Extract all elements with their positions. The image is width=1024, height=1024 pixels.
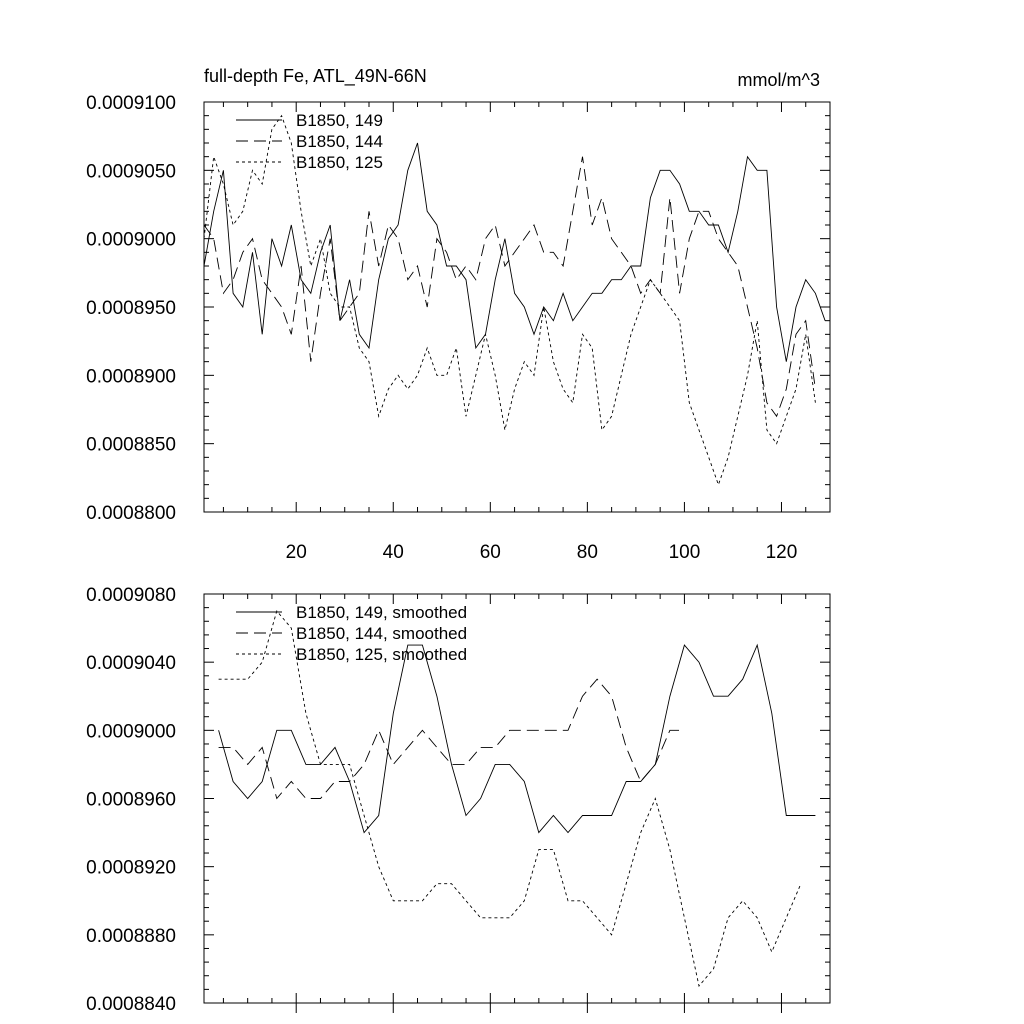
panel2-y-tick-label: 0.0009000 <box>86 721 176 742</box>
panel1-legend-label: B1850, 149 <box>296 111 383 130</box>
panel1-legend-label: B1850, 144 <box>296 132 383 151</box>
panel1-series-line-1 <box>203 142 826 362</box>
panel1-y-tick-label: 0.0008850 <box>86 435 176 456</box>
panel1-x-tick-label: 60 <box>480 542 501 563</box>
panel1-legend-label: B1850, 125 <box>296 153 383 172</box>
panel2-y-tick-label: 0.0008880 <box>86 926 176 947</box>
panel1-y-tick-label: 0.0008950 <box>86 298 176 319</box>
panel2-series-line-1 <box>218 643 816 834</box>
panel1-y-tick-label: 0.0009000 <box>86 230 176 251</box>
panel1-x-tick-label: 20 <box>286 542 307 563</box>
panel1-series-line-2 <box>203 156 816 418</box>
panel1-x-tick-label: 40 <box>383 542 404 563</box>
panel2-legend-label: B1850, 125, smoothed <box>296 645 467 664</box>
panel1-units-label: mmol/m^3 <box>738 70 820 90</box>
panel1-y-tick-label: 0.0008900 <box>86 366 176 387</box>
panel1-x-tick-label: 120 <box>766 542 798 563</box>
panel2-legend-label: B1850, 144, smoothed <box>296 624 467 643</box>
panel1-y-tick-label: 0.0009100 <box>86 93 176 114</box>
panel2-series-line-3 <box>218 610 802 987</box>
panel1-x-tick-label: 80 <box>577 542 598 563</box>
panel2-y-tick-label: 0.0008840 <box>86 994 176 1015</box>
panel2-series-line-2 <box>218 678 685 800</box>
panel2-legend-label: B1850, 149, smoothed <box>296 603 467 622</box>
panel1-chart-title: full-depth Fe, ATL_49N-66N <box>204 66 427 87</box>
panel2-y-tick-label: 0.0009040 <box>86 653 176 674</box>
panel2-y-tick-label: 0.0008920 <box>86 858 176 879</box>
panel1-y-tick-label: 0.0009050 <box>86 161 176 182</box>
panel2-y-tick-label: 0.0009080 <box>86 585 176 606</box>
panel1-x-tick-label: 100 <box>669 542 701 563</box>
panel1-series-line-3 <box>203 114 816 487</box>
panel1-y-tick-label: 0.0008800 <box>86 503 176 524</box>
panel2-y-tick-label: 0.0008960 <box>86 790 176 811</box>
